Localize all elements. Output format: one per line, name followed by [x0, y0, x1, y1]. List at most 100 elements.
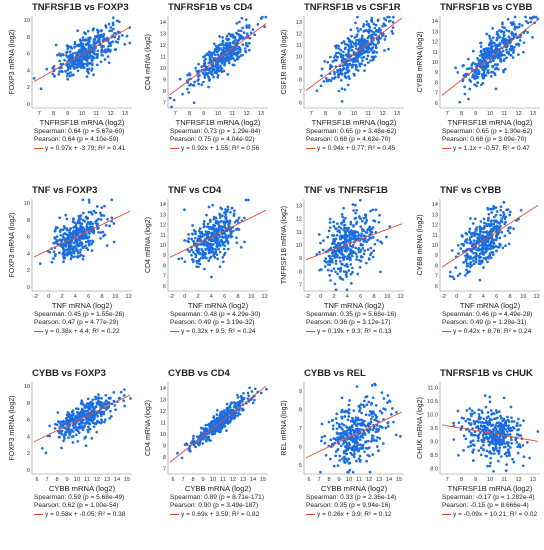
data-point: [508, 433, 512, 436]
x-tick-label: 12: [243, 111, 249, 117]
data-point: [354, 246, 358, 250]
data-point: [355, 438, 358, 442]
data-point: [211, 422, 214, 425]
data-point: [190, 237, 194, 241]
x-tick-label: 8: [191, 477, 194, 483]
data-point: [226, 410, 230, 414]
data-point: [345, 288, 349, 292]
data-point: [343, 415, 347, 418]
data-point: [94, 405, 98, 408]
data-point: [456, 244, 460, 247]
data-point: [470, 257, 474, 260]
data-point: [495, 429, 499, 433]
data-point: [233, 416, 236, 420]
data-point: [359, 434, 363, 438]
data-point: [220, 240, 224, 244]
data-point: [360, 232, 363, 236]
data-point: [472, 259, 475, 263]
data-point: [464, 274, 467, 277]
data-point: [481, 64, 484, 67]
data-point: [468, 67, 471, 70]
data-point: [342, 50, 345, 54]
data-point: [197, 259, 201, 262]
data-point: [62, 439, 65, 443]
data-point: [339, 426, 343, 429]
y-tick-label: 10: [296, 54, 302, 60]
data-point: [369, 59, 372, 62]
data-point: [384, 35, 387, 38]
data-point: [216, 409, 219, 412]
data-point: [485, 454, 489, 458]
data-point: [69, 71, 72, 74]
data-point: [83, 436, 87, 440]
data-point: [468, 87, 472, 91]
data-point: [199, 438, 202, 442]
data-point: [356, 56, 360, 60]
data-point: [362, 51, 366, 55]
data-point: [493, 63, 497, 66]
data-point: [356, 446, 359, 450]
data-point: [465, 262, 469, 265]
data-point: [352, 237, 356, 241]
correlation-stats: Spearman: 0.46 (p = 4.49e-28) Pearson: 0.…: [442, 311, 532, 336]
data-point: [73, 415, 77, 419]
x-tick-label: 6: [495, 294, 498, 300]
data-point: [482, 440, 486, 444]
chart-title: TNF vs TNFRSF1B: [304, 185, 388, 196]
data-point: [80, 227, 84, 231]
y-tick-label: 10: [296, 243, 302, 249]
data-point: [510, 438, 513, 442]
data-point: [348, 39, 352, 42]
data-point: [366, 429, 370, 433]
y-tick-label: 13: [432, 212, 438, 218]
data-point: [63, 252, 67, 256]
data-point: [512, 460, 516, 464]
data-point: [501, 215, 505, 218]
data-point: [468, 270, 471, 273]
x-tick-label: 8: [236, 294, 239, 300]
data-point: [112, 222, 116, 225]
data-point: [217, 69, 221, 73]
data-point: [57, 72, 61, 76]
data-point: [92, 231, 96, 235]
y-tick-label: 8.5: [430, 453, 438, 459]
data-point: [516, 428, 519, 432]
x-tick-label: 10: [112, 294, 118, 300]
x-tick-label: 8: [55, 477, 58, 483]
data-point: [511, 33, 514, 37]
data-point: [74, 433, 78, 437]
data-point: [324, 257, 328, 260]
data-point: [215, 67, 218, 71]
data-point: [217, 65, 220, 69]
data-point: [332, 220, 335, 224]
data-point: [359, 225, 363, 228]
data-point: [373, 26, 377, 30]
data-point: [110, 216, 114, 220]
data-point: [79, 415, 83, 419]
y-tick-label: 10: [432, 60, 438, 66]
chart-title: TNFRSF1B vs CHUK: [440, 368, 533, 379]
data-point: [497, 226, 501, 230]
y-tick-label: 14: [160, 386, 166, 392]
data-point: [349, 229, 353, 232]
data-point: [343, 42, 347, 46]
data-point: [366, 54, 370, 58]
data-point: [477, 408, 481, 412]
data-point: [199, 239, 203, 242]
data-point: [244, 50, 248, 54]
y-tick-label: 14: [160, 202, 166, 208]
data-point: [208, 231, 211, 235]
data-point: [94, 395, 97, 399]
data-point: [60, 423, 63, 427]
data-point: [511, 56, 515, 59]
data-point: [496, 32, 499, 36]
data-point: [338, 256, 342, 259]
data-point: [226, 45, 230, 49]
data-point: [375, 51, 379, 54]
data-point: [484, 231, 488, 234]
data-points: [176, 386, 268, 460]
y-tick-label: 14: [432, 202, 438, 208]
data-point: [69, 45, 72, 49]
data-point: [506, 430, 509, 433]
